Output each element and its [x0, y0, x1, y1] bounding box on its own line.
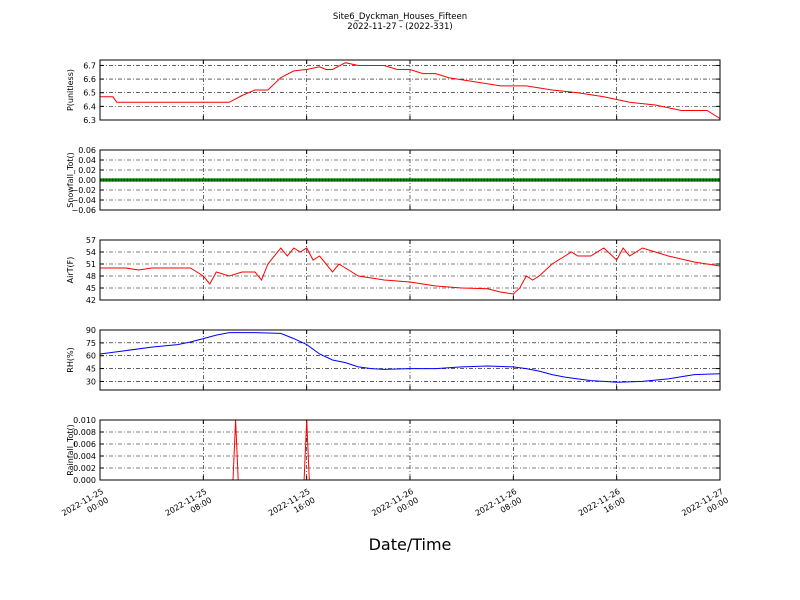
y-tick-label: 0.006: [73, 440, 96, 449]
y-tick-label: 0.02: [78, 166, 96, 175]
y-tick-label: 6.5: [83, 89, 96, 98]
y-tick-label: 60: [86, 352, 96, 361]
series-line: [100, 420, 720, 480]
plot-frame: [99, 419, 721, 481]
y-tick-label: 75: [86, 339, 96, 348]
subplot-2: 42 45 48 51 54 57 AirT(F): [66, 236, 721, 305]
y-axis-label: RH(%): [66, 347, 75, 372]
plot-frame: [99, 239, 721, 301]
chart-subtitle: 2022-11-27 - (2022-331): [347, 22, 452, 32]
y-tick-label: −0.06: [71, 206, 96, 215]
series-line: [100, 62, 720, 120]
series-line: [100, 332, 720, 383]
y-tick-label: 0.04: [78, 156, 96, 165]
y-tick-label: 57: [86, 236, 96, 245]
y-tick-label: 45: [86, 365, 96, 374]
subplot-panels: 6.3 6.4 6.5 6.6 6.7 P(unitless) −0.06−0.04−0.0…: [66, 59, 721, 485]
subplot-4: 0.000 0.002 0.004 0.006 0.008 0.010Rainfall_T…: [66, 416, 721, 485]
y-tick-label: 0.002: [73, 464, 96, 473]
y-tick-label: 45: [86, 284, 96, 293]
y-axis-label: Rainfall_Tot(): [66, 424, 75, 476]
series-line: [100, 247, 720, 295]
y-tick-label: 48: [86, 272, 96, 281]
chart-title: Site6_Dyckman_Houses_Fifteen: [333, 12, 467, 22]
y-tick-label: 0.004: [73, 452, 96, 461]
y-tick-label: 51: [86, 260, 96, 269]
y-tick-label: 6.7: [83, 61, 96, 70]
plot-frame: [99, 59, 721, 121]
y-tick-label: 0.008: [73, 428, 96, 437]
y-tick-label: 54: [86, 248, 96, 257]
y-tick-label: −0.04: [71, 196, 96, 205]
plot-frame: [99, 149, 721, 211]
y-tick-label: −0.02: [71, 186, 96, 195]
y-axis-label: Snowfall_Tot(): [66, 152, 75, 208]
y-tick-label: 6.6: [83, 75, 96, 84]
y-tick-label: 90: [86, 326, 96, 335]
subplot-3: 30 45 60 75 90 RH(%): [66, 326, 721, 391]
subplot-0: 6.3 6.4 6.5 6.6 6.7 P(unitless): [66, 59, 721, 125]
y-tick-label: 0.010: [73, 416, 96, 425]
y-tick-label: 42: [86, 296, 96, 305]
y-tick-label: 6.3: [83, 116, 96, 125]
y-tick-label: 0.06: [78, 146, 96, 155]
y-tick-label: 0.00: [78, 176, 96, 185]
y-axis-label: P(unitless): [66, 69, 75, 111]
plot-frame: [99, 329, 721, 391]
y-axis-label: AirT(F): [66, 257, 75, 284]
y-tick-label: 0.000: [73, 476, 96, 485]
x-axis-label: Date/Time: [369, 535, 452, 554]
subplot-1: −0.06−0.04−0.020.000.020.040.06Snowfall_…: [66, 146, 721, 215]
y-tick-label: 6.4: [83, 102, 96, 111]
y-tick-label: 30: [86, 377, 96, 386]
